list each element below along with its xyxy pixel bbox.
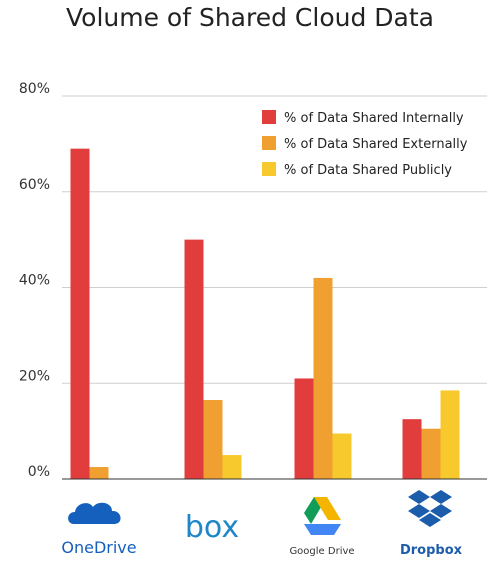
y-tick-label: 80% [19,81,50,97]
cloud-icon [68,502,121,524]
tick-label-dropbox: Dropbox [400,543,463,558]
category-google-drive: Google Drive [289,497,355,557]
bar-onedrive-series-0 [70,148,90,479]
bar-google-drive-series-1 [313,277,333,479]
bar-dropbox-series-0 [402,419,422,479]
legend-swatch [262,110,276,124]
category-dropbox: Dropbox [400,490,463,558]
tick-label-google-drive: Google Drive [289,546,354,557]
dropbox-diamonds-icon [408,490,452,527]
bar-google-drive-series-2 [332,433,352,479]
gridlines [62,95,487,384]
tick-label-onedrive: OneDrive [61,538,136,557]
legend-swatch [262,136,276,150]
y-tick-label: 20% [19,368,50,384]
legend: % of Data Shared Internally % of Data Sha… [262,110,468,178]
tick-label-box: box [185,510,239,545]
y-tick-label: 0% [28,464,50,480]
category-box: box [185,510,239,545]
google-drive-triangle-icon [304,497,341,535]
y-axis-ticks: 0% 20% 40% 60% 80% [19,81,50,480]
bar-onedrive-series-1 [89,467,109,479]
category-onedrive: OneDrive [61,502,137,557]
bar-box-series-0 [184,239,204,479]
chart-title: Volume of Shared Cloud Data [66,3,434,32]
bar-box-series-1 [203,400,223,479]
legend-swatch [262,162,276,176]
bar-dropbox-series-2 [440,390,460,479]
bar-dropbox-series-1 [421,428,441,479]
y-tick-label: 40% [19,273,50,289]
legend-label: % of Data Shared Internally [284,111,464,126]
bar-box-series-2 [222,455,242,479]
y-tick-label: 60% [19,177,50,193]
bars [70,148,460,479]
bar-google-drive-series-0 [294,378,314,479]
legend-label: % of Data Shared Externally [284,137,468,152]
legend-label: % of Data Shared Publicly [284,163,452,178]
